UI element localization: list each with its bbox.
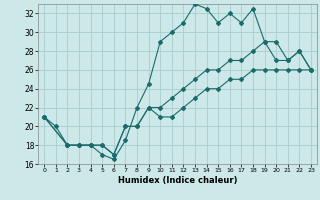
X-axis label: Humidex (Indice chaleur): Humidex (Indice chaleur)	[118, 176, 237, 185]
